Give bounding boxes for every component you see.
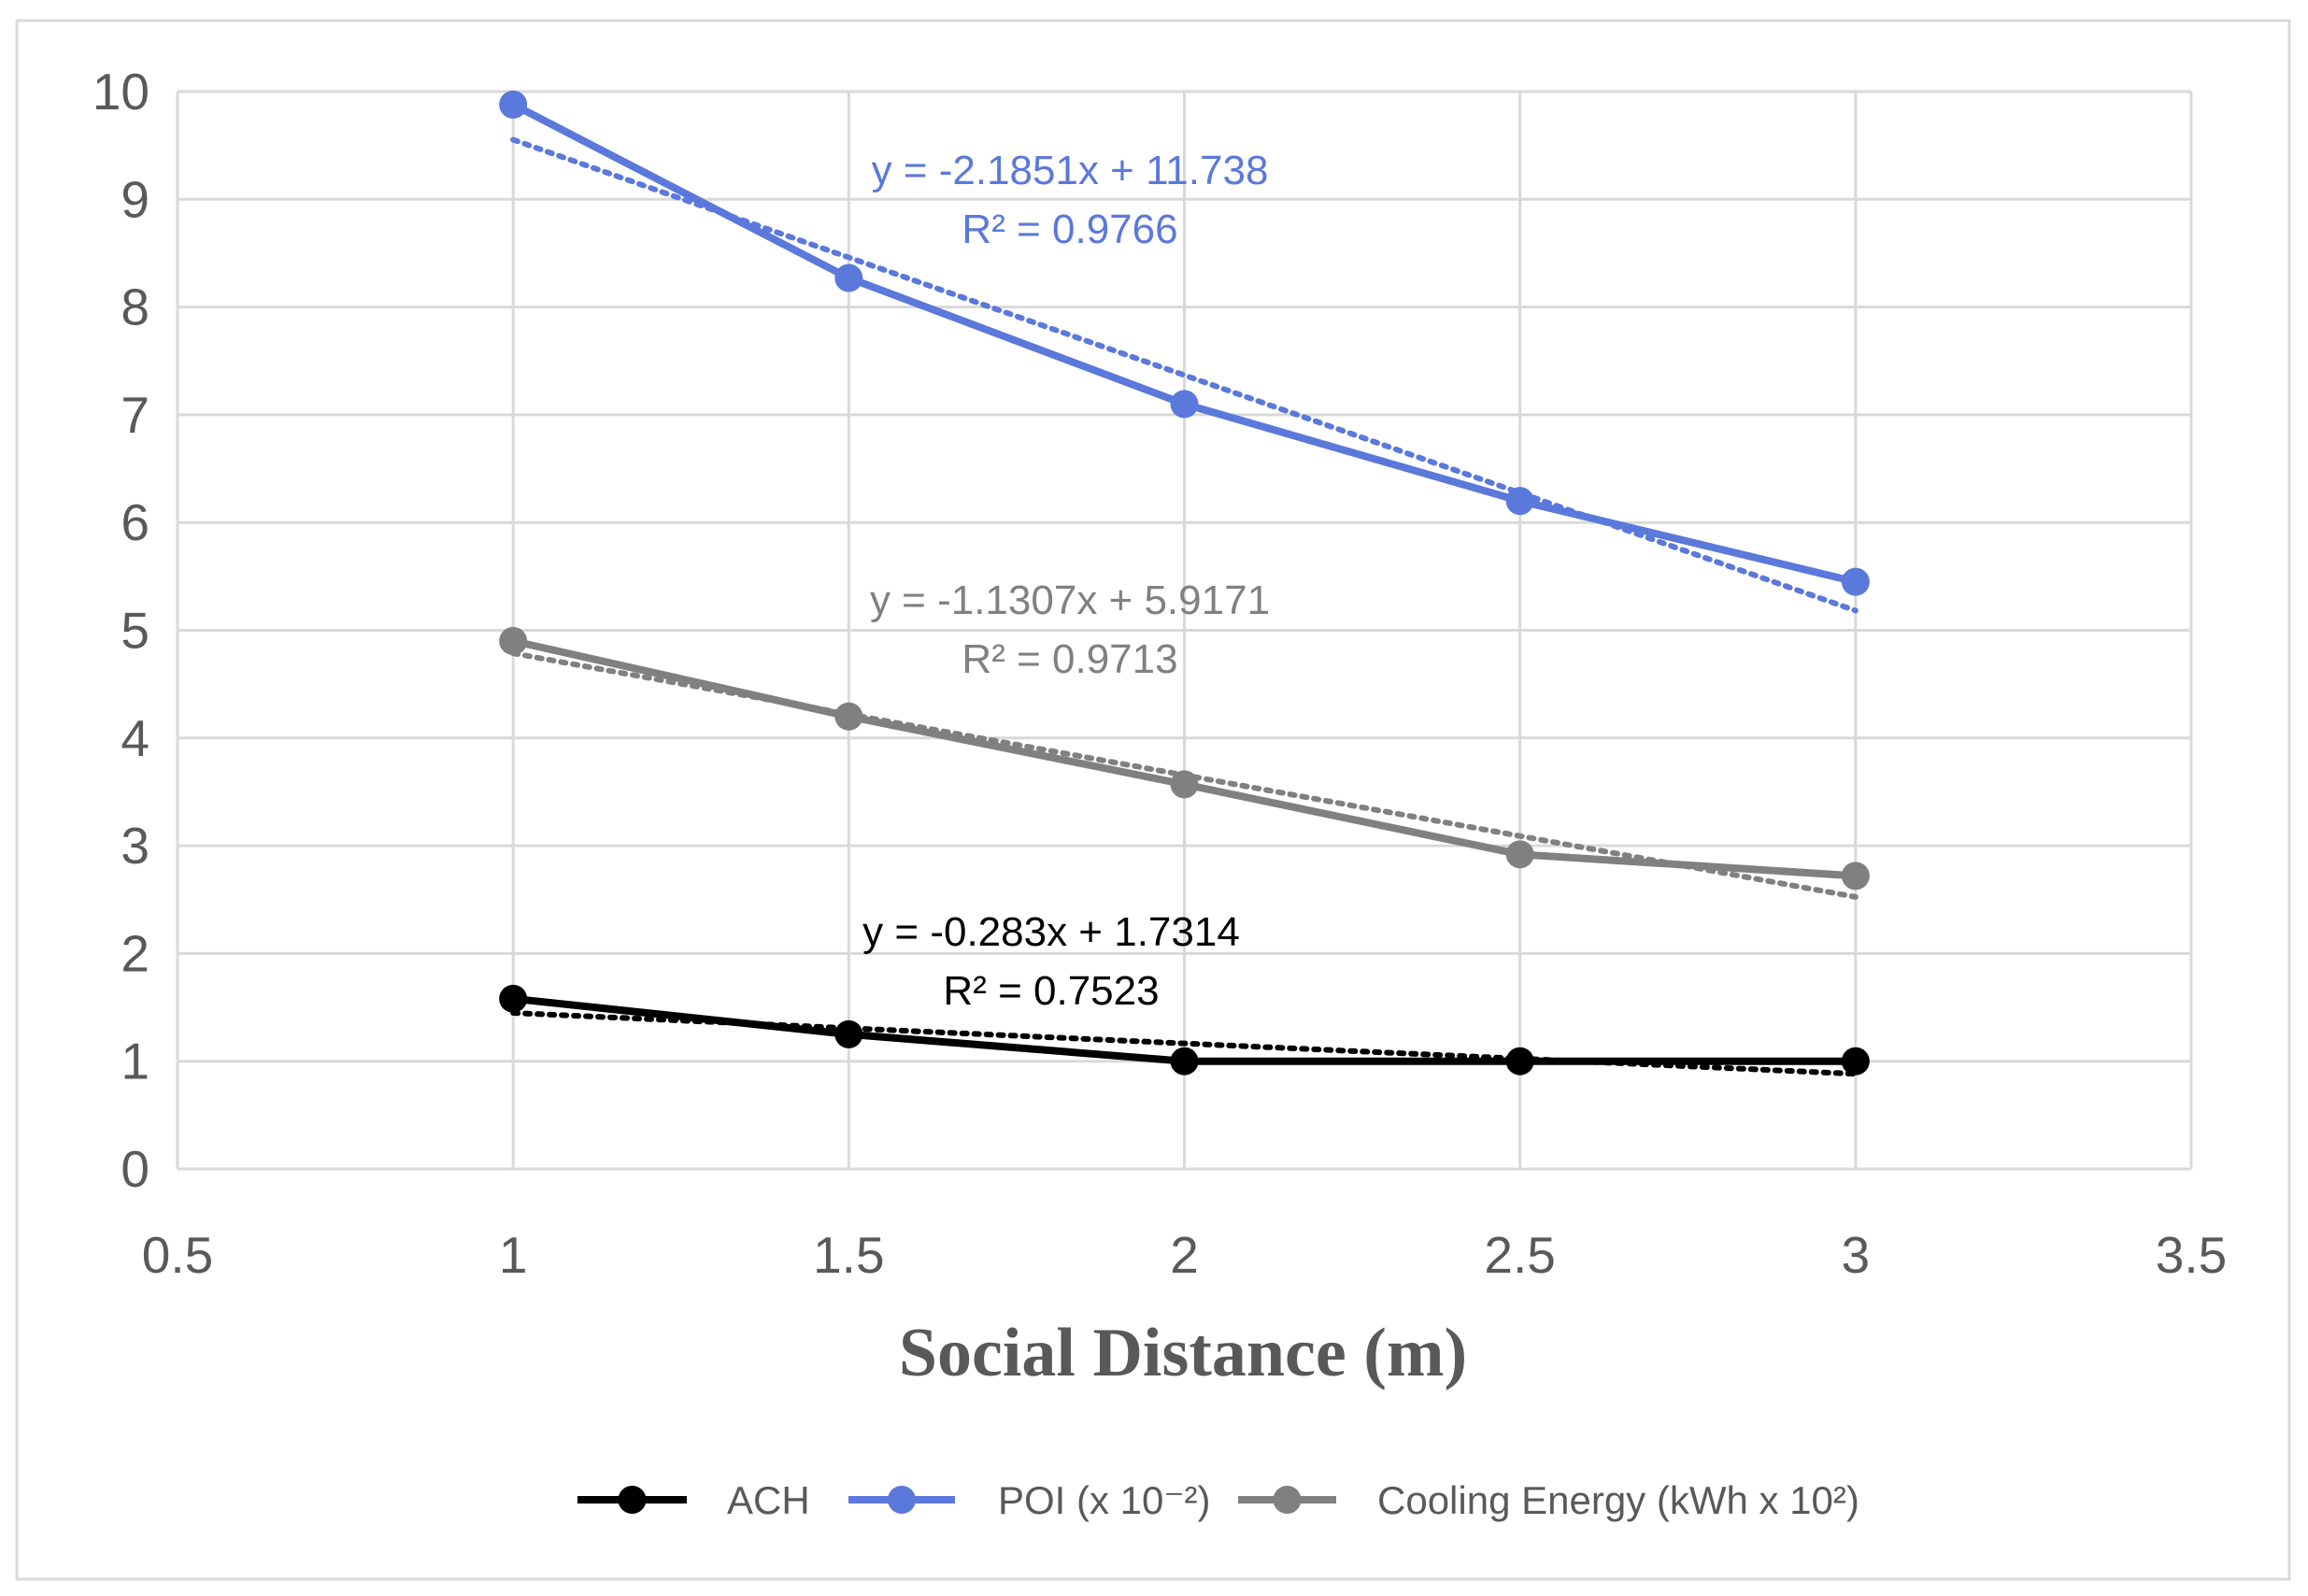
legend: ACH POI (x 10⁻²) Cooling Energy (kWh x 10²… [577,1478,1859,1522]
data-point [834,264,863,292]
data-point [1841,1047,1870,1076]
trendline-equation: y = -2.1851x + 11.738 [872,148,1269,193]
data-point [834,702,863,731]
y-tick-label: 7 [121,386,150,444]
y-tick-label: 1 [121,1033,150,1090]
legend-marker-2 [1273,1486,1302,1514]
legend-entry: ACH [727,1478,810,1522]
data-point [1170,1047,1199,1076]
trendline-equation: y = -1.1307x + 5.9171 [870,577,1270,623]
legend-marker-1 [888,1486,916,1514]
trendline-r2: R² = 0.7523 [943,968,1159,1014]
data-point [1505,487,1534,516]
y-tick-label: 6 [121,493,150,551]
data-point [834,1019,863,1048]
y-tick-label: 2 [121,924,150,982]
y-tick-label: 3 [121,817,150,875]
chart-border [15,19,2291,1581]
data-point [499,984,528,1013]
x-tick-label: 1.5 [813,1226,884,1284]
y-tick-label: 5 [121,602,150,660]
legend-marker-0 [618,1486,647,1514]
x-tick-label: 3 [1842,1226,1871,1284]
x-tick-label: 3.5 [2156,1226,2227,1284]
x-tick-label: 2.5 [1484,1226,1555,1284]
y-tick-label: 10 [93,63,150,121]
data-point [1505,1047,1534,1076]
data-point [1505,840,1534,869]
trendline-equations: y = -0.283x + 1.7314 R² = 0.7523 y = -2.18… [862,148,1270,1014]
data-point [1841,862,1870,891]
data-point [1170,770,1199,799]
y-tick-label: 0 [121,1140,150,1198]
data-point [499,90,528,119]
x-tick-label: 0.5 [142,1226,213,1284]
legend-entry: Cooling Energy (kWh x 10²) [1377,1478,1859,1522]
trendline-equation: y = -0.283x + 1.7314 [862,909,1240,955]
trendline-r2: R² = 0.9766 [962,207,1177,252]
legend-entry: POI (x 10⁻²) [998,1478,1211,1522]
data-point [1841,567,1870,596]
trendline-r2: R² = 0.9713 [962,636,1177,682]
markers [499,90,1870,1076]
x-axis-label: Social Distance (m) [899,1315,1467,1391]
y-tick-label: 8 [121,278,150,336]
x-tick-label: 1 [499,1226,528,1284]
x-tick-label: 2 [1170,1226,1199,1284]
y-tick-label: 9 [121,170,150,228]
tick-labels: 0 1 2 3 4 5 6 7 8 9 10 0.5 1 1.5 2 2.5 3 3.5 [93,63,2227,1284]
data-point [499,627,528,656]
y-tick-label: 4 [121,709,150,767]
data-point [1170,390,1199,419]
